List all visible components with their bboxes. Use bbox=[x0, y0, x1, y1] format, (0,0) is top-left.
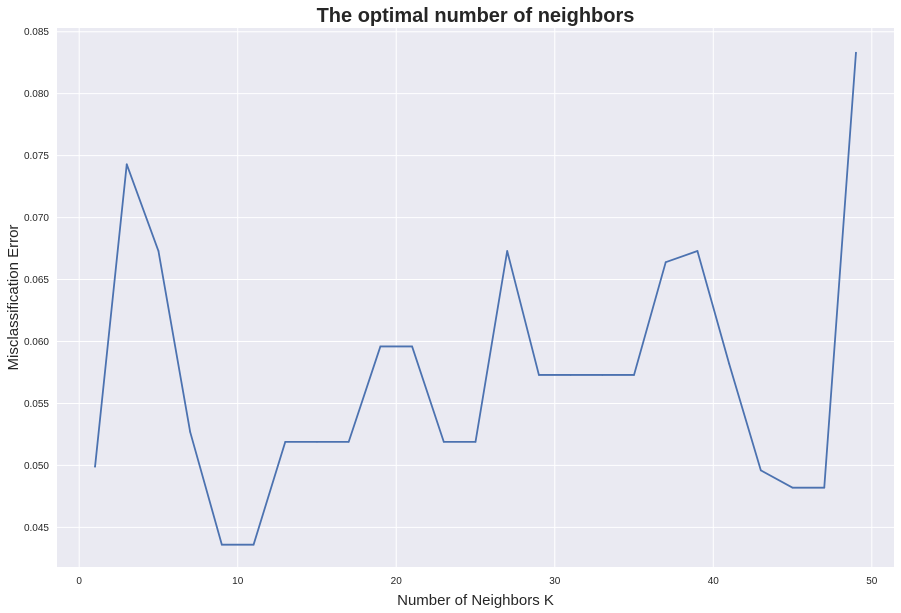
y-tick-label: 0.060 bbox=[24, 337, 49, 348]
data-point bbox=[442, 440, 445, 443]
data-point bbox=[411, 345, 413, 348]
x-tick-label: 20 bbox=[391, 576, 403, 587]
data-point bbox=[474, 440, 477, 443]
x-tick-label: 0 bbox=[76, 576, 82, 587]
data-point bbox=[189, 431, 192, 433]
y-tick-label: 0.050 bbox=[24, 461, 49, 472]
x-tick-label: 30 bbox=[549, 576, 561, 587]
data-point bbox=[316, 440, 318, 443]
grid-lines bbox=[57, 28, 894, 567]
data-point bbox=[347, 440, 350, 443]
y-tick-label: 0.075 bbox=[24, 151, 49, 162]
data-point bbox=[664, 261, 667, 264]
y-tick-label: 0.055 bbox=[24, 399, 49, 410]
chart-title: The optimal number of neighbors bbox=[317, 5, 635, 27]
data-point bbox=[759, 469, 762, 472]
data-point bbox=[823, 486, 826, 489]
plot-background bbox=[57, 28, 894, 567]
data-point bbox=[94, 465, 96, 468]
x-axis-label: Number of Neighbors K bbox=[397, 592, 554, 609]
data-point bbox=[728, 362, 731, 365]
y-tick-label: 0.045 bbox=[24, 523, 49, 534]
data-point bbox=[569, 374, 572, 376]
data-point bbox=[601, 374, 604, 376]
data-point bbox=[157, 250, 160, 252]
y-tick-label: 0.085 bbox=[24, 27, 49, 38]
x-tick-label: 10 bbox=[232, 576, 244, 587]
x-tick-label: 40 bbox=[708, 576, 720, 587]
tick-labels: 0 10 20 30 40 50 0.045 0.050 0.055 0.060 0.065 0.07… bbox=[24, 27, 878, 587]
x-tick-label: 50 bbox=[866, 576, 878, 587]
data-point bbox=[379, 345, 382, 348]
data-point bbox=[696, 250, 699, 252]
data-point bbox=[633, 374, 635, 376]
data-point bbox=[252, 543, 255, 546]
data-point bbox=[284, 440, 287, 443]
data-point bbox=[855, 51, 857, 54]
y-tick-label: 0.080 bbox=[24, 89, 49, 100]
data-point bbox=[538, 374, 540, 376]
y-axis-label: Misclassification Error bbox=[5, 225, 22, 371]
data-point bbox=[125, 163, 128, 166]
y-tick-label: 0.070 bbox=[24, 213, 49, 224]
data-point bbox=[791, 486, 794, 489]
data-point bbox=[506, 250, 509, 252]
data-point bbox=[220, 543, 223, 546]
series-layer bbox=[94, 51, 857, 546]
y-tick-label: 0.065 bbox=[24, 275, 49, 286]
